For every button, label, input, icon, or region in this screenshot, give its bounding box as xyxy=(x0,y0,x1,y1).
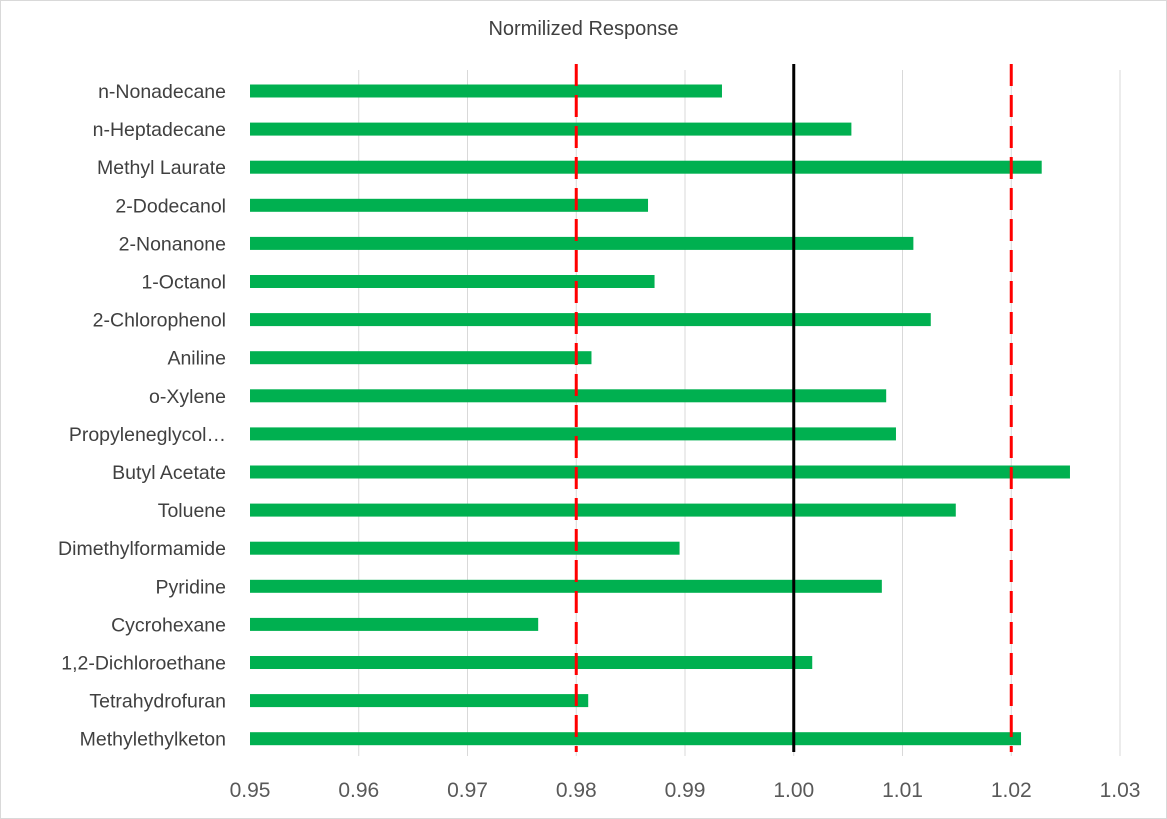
x-tick-label: 0.99 xyxy=(665,779,706,802)
x-tick-label: 1.03 xyxy=(1100,779,1141,802)
category-label: 2-Nonanone xyxy=(119,233,226,255)
category-label: Methylethylketon xyxy=(80,729,226,751)
bar xyxy=(250,236,914,250)
bar xyxy=(250,160,1042,174)
x-tick-label: 0.96 xyxy=(338,779,379,802)
category-label: Butyl Acetate xyxy=(112,462,226,484)
category-label: Propyleneglycol… xyxy=(69,424,226,446)
bar xyxy=(250,617,539,631)
bar xyxy=(250,656,813,669)
category-label: Toluene xyxy=(158,500,226,522)
category-label: Dimethylformamide xyxy=(58,538,226,560)
bar xyxy=(250,579,882,593)
category-label: 1-Octanol xyxy=(141,272,226,294)
bar xyxy=(250,275,655,288)
bar xyxy=(250,84,722,98)
category-label: Aniline xyxy=(167,348,226,370)
bar xyxy=(250,541,680,555)
x-tick-label: 1.00 xyxy=(773,779,814,802)
bar xyxy=(250,427,896,441)
bar xyxy=(250,389,887,403)
category-label: Pyridine xyxy=(156,576,226,598)
bar xyxy=(250,694,589,708)
x-tick-label: 1.02 xyxy=(991,779,1032,802)
bar xyxy=(250,313,931,327)
bar xyxy=(250,351,592,365)
x-tick-label: 1.01 xyxy=(882,779,923,802)
category-label: o-Xylene xyxy=(149,386,226,408)
x-tick-label: 0.97 xyxy=(447,779,488,802)
bar xyxy=(250,503,956,517)
category-label: 2-Chlorophenol xyxy=(93,310,226,332)
bar xyxy=(250,465,1070,479)
category-label: Cycrohexane xyxy=(111,614,226,636)
category-label: n-Heptadecane xyxy=(93,119,226,141)
category-label: n-Nonadecane xyxy=(98,81,226,103)
chart-title: Normilized Response xyxy=(488,18,679,40)
x-tick-label: 0.98 xyxy=(556,779,597,802)
category-label: 2-Dodecanol xyxy=(115,195,226,217)
category-label: Methyl Laurate xyxy=(97,157,226,179)
category-label: 1,2-Dichloroethane xyxy=(61,653,226,675)
bar xyxy=(250,732,1022,746)
bar xyxy=(250,122,852,136)
x-tick-label: 0.95 xyxy=(230,779,271,802)
category-label: Tetrahydrofuran xyxy=(89,691,226,713)
bar xyxy=(250,198,649,212)
